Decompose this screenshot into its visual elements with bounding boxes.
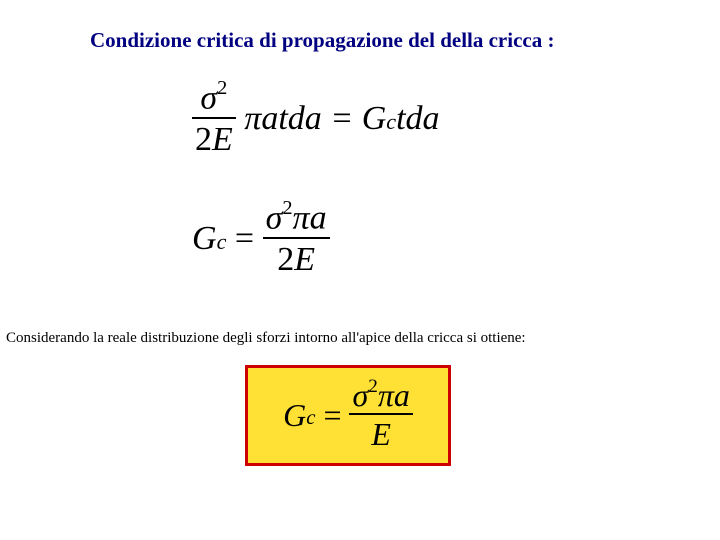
eq3-den-E: E [371,416,391,452]
eq1-den-2: 2 [195,121,212,158]
exponent-2: 2 [282,197,292,219]
eq1-mid: πatda = G [244,100,386,138]
eq2-sub-c: c [217,229,227,254]
eq2-equals: = [235,220,254,258]
eq1-tail: tda [396,100,439,137]
sigma-symbol: σ [266,199,283,236]
sigma-symbol: σ [200,79,217,116]
exponent-2: 2 [368,376,378,397]
eq2-fraction: σ2πa 2E [263,200,330,279]
eq1-sub-c: c [386,109,396,134]
exponent-2: 2 [217,77,227,99]
note-text: Considerando la reale distribuzione degl… [6,330,526,347]
eq2-den-2: 2 [277,241,294,278]
pi-symbol: π [293,199,310,236]
eq2-row: Gc = σ2πa 2E [192,218,330,255]
equation-2: Gc = σ2πa 2E [192,200,330,279]
eq1-numerator: σ2 [192,80,236,119]
eq3-sub-c: c [306,406,315,429]
eq2-denominator: 2E [263,239,330,278]
eq3-G: G [283,397,306,434]
eq3-row: Gc = σ2πa E [283,379,413,452]
eq1-row: σ2 2E πatda = Gctda [192,98,440,135]
page-title: Condizione critica di propagazione del d… [90,28,554,53]
equation-3-box: Gc = σ2πa E [245,365,451,466]
eq1-den-E: E [212,121,233,158]
pi-symbol: π [378,377,394,413]
eq1-denominator: 2E [192,119,236,158]
eq3-denominator: E [349,415,412,452]
eq2-den-E: E [294,241,315,278]
title-text: Condizione critica di propagazione del d… [90,28,554,52]
eq3-equals: = [323,397,341,434]
eq3-numerator: σ2πa [349,379,412,415]
a-symbol: a [310,199,327,236]
eq2-numerator: σ2πa [263,200,330,239]
eq2-G: G [192,220,217,258]
equation-1: σ2 2E πatda = Gctda [192,80,440,159]
eq1-fraction: σ2 2E [192,80,236,159]
a-symbol: a [394,377,410,413]
eq3-fraction: σ2πa E [349,379,412,452]
sigma-symbol: σ [352,377,368,413]
